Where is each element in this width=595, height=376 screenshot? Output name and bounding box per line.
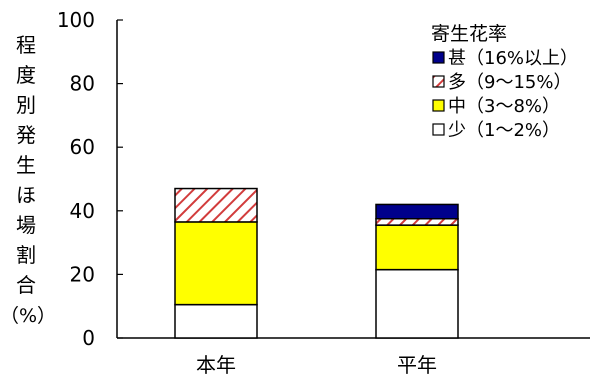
y-tick-label: 0 xyxy=(82,326,95,350)
y-axis-label-unit: （%） xyxy=(0,305,56,327)
bars xyxy=(174,187,459,339)
bar-segment xyxy=(174,187,258,223)
legend-swatch xyxy=(432,123,445,136)
legend-swatch xyxy=(432,75,445,88)
y-tick-label: 40 xyxy=(70,199,95,223)
bar-segment xyxy=(174,221,258,306)
legend-swatch xyxy=(432,99,445,112)
y-axis-label-char: ほ xyxy=(16,183,36,207)
legend: 寄生花率 甚（16%以上） 多（9〜15%） 中（3〜8%） 少（1〜2%） xyxy=(431,23,578,141)
x-category-label: 平年 xyxy=(397,353,437,376)
bar-segment xyxy=(375,268,459,339)
bar-segment xyxy=(174,303,258,339)
y-tick-label: 100 xyxy=(57,8,95,32)
y-axis-label-char: 別 xyxy=(16,93,36,117)
x-axis-categories: 本年 平年 xyxy=(196,353,437,376)
y-axis-label-char: 発 xyxy=(16,123,36,147)
bar-segment xyxy=(375,218,459,226)
x-category-label: 本年 xyxy=(196,353,236,376)
legend-swatch xyxy=(432,51,445,64)
legend-label: 中（3〜8%） xyxy=(448,96,560,117)
legend-label: 甚（16%以上） xyxy=(448,48,578,69)
y-axis-ticks: 0 20 40 60 80 100 xyxy=(57,8,123,350)
y-tick-label: 60 xyxy=(70,135,95,159)
y-axis-label-char: 度 xyxy=(16,63,36,87)
bar-segment xyxy=(375,203,459,220)
y-tick-label: 20 xyxy=(70,262,95,286)
y-axis-label-char: 程 xyxy=(16,33,36,57)
legend-label: 多（9〜15%） xyxy=(448,72,571,93)
y-axis-label-char: 割 xyxy=(16,243,36,267)
bar-segment xyxy=(375,224,459,271)
legend-label: 少（1〜2%） xyxy=(448,120,560,141)
legend-title: 寄生花率 xyxy=(431,23,507,45)
y-axis-label-char: 合 xyxy=(16,273,36,297)
legend-items: 甚（16%以上） 多（9〜15%） 中（3〜8%） 少（1〜2%） xyxy=(432,48,578,141)
y-axis-label-char: 場 xyxy=(16,213,36,237)
y-axis-label-char: 生 xyxy=(16,153,36,177)
y-tick-label: 80 xyxy=(70,72,95,96)
